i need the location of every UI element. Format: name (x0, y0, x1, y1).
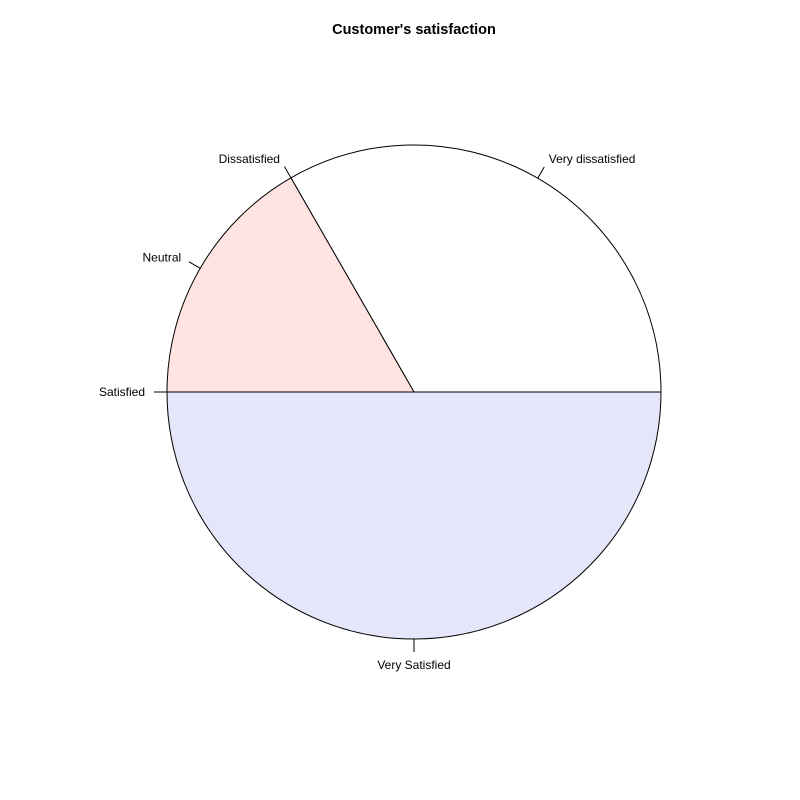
label-tick-very-dissatisfied (537, 166, 545, 179)
slice-label-satisfied: Satisfied (99, 385, 145, 399)
pie-slice-very-dissatisfied (290, 144, 662, 393)
chart-title: Customer's satisfaction (332, 22, 496, 38)
slice-label-dissatisfied: Dissatisfied (219, 152, 280, 166)
label-tick-dissatisfied (284, 166, 292, 179)
pie-slices (166, 144, 662, 640)
label-tick-neutral (188, 261, 201, 269)
slice-label-neutral: Neutral (142, 250, 181, 264)
pie-slice-neutral (166, 177, 415, 393)
slice-label-very-dissatisfied: Very dissatisfied (549, 152, 636, 166)
pie-labels: Very dissatisfied Dissatisfied Neutral Sati… (99, 152, 635, 672)
slice-label-very-satisfied: Very Satisfied (377, 658, 450, 672)
pie-slice-very-satisfied (166, 391, 662, 640)
